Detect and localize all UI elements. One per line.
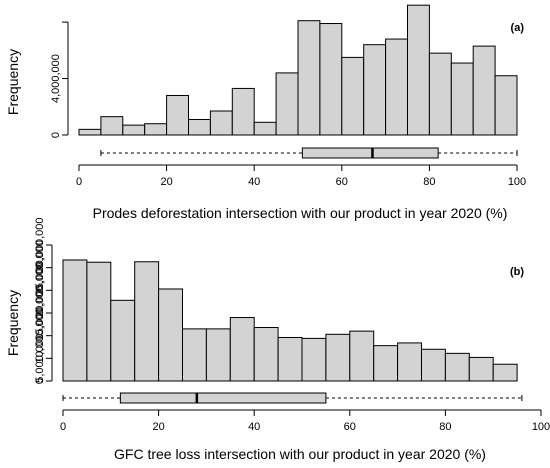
- x-tick-label: 0: [76, 176, 82, 188]
- x-tick-label: 100: [508, 176, 526, 188]
- histogram-bar: [319, 23, 343, 136]
- x-tick-label: 60: [336, 176, 348, 188]
- histogram-bar: [182, 328, 207, 382]
- histogram-bar: [253, 327, 279, 382]
- histogram-bar: [363, 44, 387, 136]
- x-tick-label: 60: [344, 421, 356, 433]
- histogram-bar: [492, 363, 518, 382]
- histogram-bar: [494, 75, 518, 136]
- histogram-bar: [397, 342, 423, 382]
- boxplot-box: [119, 392, 327, 404]
- histogram-bar: [253, 121, 277, 136]
- histogram-bar: [188, 118, 211, 136]
- histogram-bar: [166, 94, 190, 136]
- boxplot-a: [100, 147, 518, 159]
- histogram-bar: [297, 20, 321, 136]
- bars-b: [62, 259, 518, 382]
- y-tick-label: 30,000,000: [34, 217, 46, 272]
- x-tick-label: 20: [152, 421, 164, 433]
- histogram-bar: [428, 52, 452, 136]
- x-tick-label: 40: [248, 421, 260, 433]
- histogram-bar: [209, 110, 233, 136]
- histogram-bar: [144, 123, 168, 136]
- x-tick-label: 20: [160, 176, 172, 188]
- panel-label-a: (a): [511, 22, 525, 34]
- y-tick-label: 0: [34, 378, 46, 384]
- histogram-bar: [231, 87, 255, 136]
- x-tick-label: 80: [439, 421, 451, 433]
- y-axis-b: 05,000,00010,000,00015,000,00020,000,000…: [34, 217, 53, 384]
- boxplot-box: [301, 147, 439, 159]
- histogram-bar: [275, 72, 299, 136]
- histogram-bar: [341, 56, 365, 136]
- y-axis-a: 0 4,000,000: [50, 21, 69, 138]
- histogram-bar: [110, 299, 136, 382]
- histogram-bar: [468, 356, 494, 382]
- y-tick-label: 25,000,000: [34, 240, 46, 295]
- bars-a: [78, 4, 518, 136]
- y-tick-label: 0: [50, 132, 62, 138]
- histogram-bar: [349, 330, 375, 382]
- x-tick-label: 0: [60, 421, 66, 433]
- histogram-bar: [122, 124, 146, 136]
- histogram-bar: [385, 38, 409, 136]
- histogram-panel-b: Frequency GFC tree loss intersection wit…: [5, 217, 550, 462]
- histogram-bar: [421, 348, 446, 382]
- histogram-bar: [86, 261, 112, 382]
- y-tick-label: 10,000,000: [34, 308, 46, 363]
- y-tick-label: 20,000,000: [34, 263, 46, 318]
- histogram-bar: [277, 336, 303, 382]
- histogram-bar: [62, 259, 88, 382]
- y-axis-label-b: Frequency: [5, 290, 21, 356]
- histogram-bar: [134, 261, 160, 382]
- histogram-bar: [78, 128, 102, 136]
- x-tick-label: 80: [423, 176, 435, 188]
- histogram-bar: [100, 116, 124, 136]
- x-tick-label: 100: [532, 421, 550, 433]
- histogram-bar: [229, 317, 255, 382]
- histogram-bar: [205, 328, 231, 382]
- histogram-bar: [407, 4, 430, 136]
- y-tick-label: 5,000,000: [34, 334, 46, 383]
- x-tick-label: 40: [248, 176, 260, 188]
- y-tick-label: 4,000,000: [50, 54, 62, 103]
- histogram-bar: [444, 352, 470, 382]
- y-axis-label-a: Frequency: [5, 49, 21, 115]
- histogram-bar: [472, 45, 496, 136]
- x-axis-label-b: GFC tree loss intersection with our prod…: [114, 446, 486, 462]
- histogram-panel-a: Frequency Prodes deforestation intersect…: [5, 4, 526, 221]
- x-axis-a: 0 20 40 60 80 100: [76, 164, 526, 188]
- boxplot-b: [62, 392, 523, 404]
- x-axis-b: 0 20 40 60 80 100: [60, 409, 550, 433]
- panel-label-b: (b): [510, 266, 524, 278]
- histogram-bar: [450, 62, 474, 136]
- y-tick-label: 15,000,000: [34, 285, 46, 340]
- histogram-bar: [301, 337, 327, 382]
- histogram-bar: [158, 288, 184, 382]
- histogram-bar: [373, 345, 399, 382]
- histogram-bar: [325, 333, 351, 382]
- x-axis-label-a: Prodes deforestation intersection with o…: [93, 205, 508, 221]
